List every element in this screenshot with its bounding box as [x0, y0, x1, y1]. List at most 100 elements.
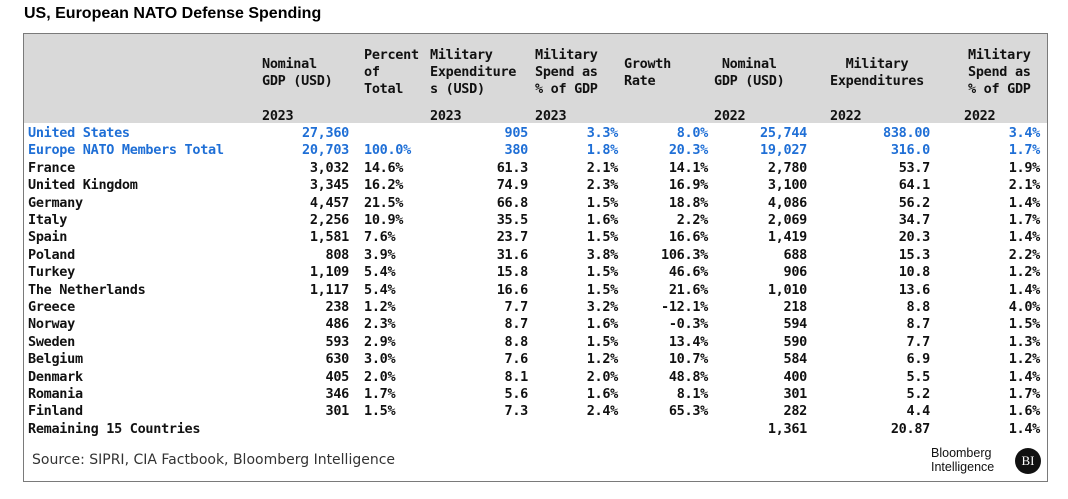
table-cell: 46.6% — [668, 264, 708, 281]
table-cell: 16.6 — [496, 281, 529, 298]
table-cell: 400 — [783, 368, 808, 385]
table-cell: 1.4% — [1008, 229, 1041, 246]
table-cell: 2.1% — [1008, 177, 1041, 194]
logo-text: Bloomberg Intelligence — [931, 446, 995, 474]
table-cell: 5.2 — [906, 386, 931, 402]
column-header-3: Military Expenditure s (USD) — [430, 47, 517, 97]
table-cell: 1.4% — [1008, 281, 1041, 298]
table-cell: 8.8 — [504, 333, 529, 350]
table-row: Remaining 15 Countries 1,361 20.87 1.4% — [24, 421, 1047, 438]
row-label: Belgium — [28, 351, 83, 368]
table-cell: 7.6 — [504, 351, 529, 368]
bloomberg-intelligence-logo: Bloomberg Intelligence BI — [931, 446, 1041, 476]
table-cell: 5.6 — [504, 386, 529, 402]
table-cell: 2.0% — [586, 368, 619, 385]
row-label: Sweden — [28, 333, 75, 350]
table-cell: 2.3% — [364, 316, 396, 333]
table-cell: 18.8% — [668, 194, 708, 211]
table-cell: 1.2% — [364, 299, 396, 315]
table-cell: 1.7% — [1008, 142, 1041, 159]
table-cell: 15.3 — [898, 246, 931, 263]
row-label: Turkey — [28, 264, 75, 281]
table-cell: 8.1% — [676, 386, 709, 402]
row-label: Romania — [28, 386, 83, 402]
table-cell: 238 — [325, 299, 350, 315]
table-cell: 3.8% — [586, 246, 619, 263]
table-cell: 7.7 — [504, 299, 529, 315]
table-cell: 2.4% — [586, 403, 619, 420]
row-label: Europe NATO Members Total — [28, 142, 224, 159]
table-cell: 19,027 — [760, 142, 807, 159]
source-note: Source: SIPRI, CIA Factbook, Bloomberg I… — [32, 452, 396, 468]
row-label: France — [28, 159, 75, 176]
table-cell: 10.7% — [668, 351, 708, 368]
table-row: Belgium 630 3.0% 7.6 1.2% 10.7% 584 6.9 1.2% — [24, 351, 1047, 368]
table-cell: 1.8% — [586, 142, 619, 159]
table-cell: 1.6% — [586, 316, 619, 333]
table-cell: 1.5% — [586, 229, 619, 246]
table-cell: 584 — [783, 351, 808, 368]
column-year-7: 2022 — [830, 108, 862, 124]
table-cell: 301 — [325, 403, 350, 420]
table-cell: 1,581 — [309, 229, 349, 246]
table-cell: 218 — [783, 299, 808, 315]
table-row: Spain 1,581 7.6% 23.7 1.5% 16.6% 1,419 20.3 1.4% — [24, 229, 1047, 246]
table-cell: 21.6% — [668, 281, 708, 298]
table-cell: 20,703 — [302, 142, 349, 159]
table-cell: 7.3 — [504, 403, 529, 420]
table-cell: -12.1% — [661, 299, 708, 315]
table-cell: 1.4% — [1008, 194, 1041, 211]
column-header-2: Percent of Total — [364, 47, 419, 97]
table-cell: 8.1 — [504, 368, 529, 385]
table-cell: 61.3 — [496, 159, 529, 176]
table-cell: 808 — [325, 246, 350, 263]
table-cell: 1.6% — [586, 212, 619, 228]
table-cell: 1.9% — [1008, 159, 1041, 176]
table-cell: 1,361 — [767, 420, 807, 437]
row-label: Denmark — [28, 368, 83, 385]
table-cell: 2.0% — [364, 368, 396, 385]
table-row: Italy 2,256 10.9% 35.5 1.6% 2.2% 2,069 34.7 1.7% — [24, 212, 1047, 229]
table-row: Europe NATO Members Total 20,703 100.0% 380… — [24, 142, 1047, 159]
table-cell: 5.5 — [906, 368, 931, 385]
table-cell: 20.3 — [898, 229, 931, 246]
bi-logo-icon: BI — [1015, 448, 1041, 474]
column-year-4: 2023 — [535, 108, 567, 124]
table-cell: 1.2% — [1008, 264, 1041, 281]
data-table: Nominal GDP (USD) 2023 Percent of Total Mil… — [23, 33, 1048, 482]
table-cell: 3.3% — [586, 125, 619, 141]
table-cell: 2.1% — [586, 159, 619, 176]
table-cell: 34.7 — [898, 212, 931, 228]
table-cell: 13.6 — [898, 281, 931, 298]
table-cell: 688 — [783, 246, 808, 263]
table-cell: 25,744 — [760, 125, 807, 141]
table-cell: 1,117 — [309, 281, 349, 298]
table-cell: 8.7 — [906, 316, 931, 333]
table-cell: 4,086 — [767, 194, 807, 211]
column-year-8: 2022 — [964, 108, 996, 124]
table-cell: 53.7 — [898, 159, 931, 176]
row-label: Finland — [28, 403, 83, 420]
row-label: Remaining 15 Countries — [28, 420, 201, 437]
table-cell: 14.1% — [668, 159, 708, 176]
column-header-7: Military Expenditures — [830, 56, 924, 89]
table-cell: 10.8 — [898, 264, 931, 281]
table-cell: 906 — [783, 264, 808, 281]
row-label: Spain — [28, 229, 68, 246]
table-cell: 10.9% — [364, 212, 404, 228]
table-row: United Kingdom 3,345 16.2% 74.9 2.3% 16.9% 3,1… — [24, 177, 1047, 194]
table-cell: 64.1 — [898, 177, 931, 194]
table-cell: 2.2% — [1008, 246, 1041, 263]
table-cell: 590 — [783, 333, 808, 350]
column-year-6: 2022 — [714, 108, 746, 124]
table-cell: 31.6 — [496, 246, 529, 263]
table-cell: 1,109 — [309, 264, 349, 281]
table-cell: 380 — [504, 142, 529, 159]
table-cell: 7.6% — [364, 229, 396, 246]
table-row: United States 27,360 905 3.3% 8.0% 25,744 838.… — [24, 125, 1047, 142]
table-cell: 48.8% — [668, 368, 708, 385]
table-row: Finland 301 1.5% 7.3 2.4% 65.3% 282 4.4 1.6% — [24, 403, 1047, 420]
table-cell: 486 — [325, 316, 350, 333]
table-cell: 3,100 — [767, 177, 807, 194]
table-cell: 3.2% — [586, 299, 619, 315]
